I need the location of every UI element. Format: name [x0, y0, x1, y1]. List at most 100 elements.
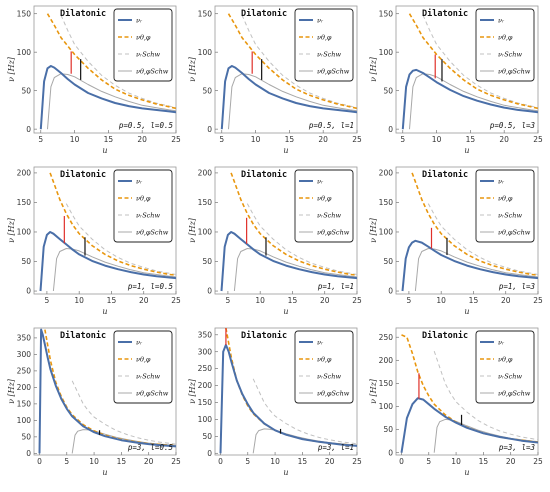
- y-tick-label: 50: [21, 432, 31, 441]
- x-tick-label: 5: [38, 135, 43, 144]
- y-tick-label: 100: [379, 402, 394, 411]
- params-label: p=1, l=3: [499, 282, 536, 291]
- chart-panel-1-2: 5 10 15 20 25 0 50 100 150 200 u ν [Hz] Dilatonic p=1…: [369, 166, 543, 316]
- y-axis-label: ν [Hz]: [369, 56, 378, 82]
- series-line-3: [233, 248, 357, 292]
- legend-entry: νᵣ: [317, 339, 324, 347]
- series-line-1: [227, 13, 357, 110]
- y-tick-label: 150: [17, 9, 32, 18]
- x-tick-label: 20: [506, 457, 516, 466]
- x-axis-label: u: [102, 307, 107, 316]
- series-line-1: [411, 172, 538, 276]
- x-tick-label: 10: [451, 457, 461, 466]
- y-tick-label: 100: [198, 228, 213, 237]
- plot-frame: [395, 327, 539, 456]
- y-tick-label: 150: [17, 198, 32, 207]
- y-tick-label: 50: [383, 425, 393, 434]
- legend-entry: νθ,φ: [317, 356, 332, 364]
- y-tick-label: 200: [198, 169, 213, 178]
- x-axis-label: u: [102, 468, 107, 477]
- y-tick-label: 100: [17, 228, 32, 237]
- x-axis-label: u: [464, 468, 469, 477]
- y-tick-label: 0: [26, 125, 31, 134]
- series-line-0: [400, 397, 538, 453]
- series-line-2: [427, 203, 538, 275]
- series-line-1: [401, 334, 538, 443]
- plot-area: [400, 334, 538, 453]
- params-label: p=3, l=3: [499, 443, 536, 452]
- legend: νᵣ νθ,φ νᵣSchw νθ,φSchw: [475, 330, 535, 404]
- x-tick-label: 25: [171, 457, 181, 466]
- legend: νᵣ νθ,φ νᵣSchw νθ,φSchw: [475, 8, 535, 82]
- series-line-2: [246, 203, 357, 275]
- chart-panel-1-0: 5 10 15 20 25 0 50 100 150 200 u ν [Hz] Dilatonic p=1…: [7, 166, 181, 316]
- series-line-0: [220, 231, 357, 292]
- y-tick-label: 50: [383, 257, 393, 266]
- legend-entry: νᵣ: [498, 17, 505, 25]
- plot-area: [401, 13, 538, 130]
- legend-entry: νθ,φ: [498, 34, 513, 42]
- series-line-3: [228, 73, 357, 130]
- x-tick-label: 20: [144, 457, 154, 466]
- x-tick-label: 20: [139, 296, 149, 305]
- x-tick-label: 5: [407, 296, 412, 305]
- y-tick-label: 50: [21, 257, 31, 266]
- legend-entry: νᵣ: [498, 339, 505, 347]
- x-tick-label: 15: [285, 135, 295, 144]
- plot-area: [39, 172, 176, 292]
- legend-entry: νᵣSchw: [317, 373, 341, 381]
- legend-entry: νθ,φ: [317, 34, 332, 42]
- params-label: p=1, l=0.5: [128, 282, 174, 291]
- x-tick-label: 10: [270, 457, 280, 466]
- x-tick-label: 5: [400, 135, 405, 144]
- legend-entry: νθ,φSchw: [317, 68, 350, 76]
- panel-label: Dilatonic: [422, 169, 468, 180]
- series-line-3: [409, 73, 538, 130]
- x-tick-label: 5: [64, 457, 69, 466]
- y-axis-label: ν [Hz]: [7, 56, 16, 82]
- legend: νᵣ νθ,φ νᵣSchw νθ,φSchw: [113, 330, 173, 404]
- legend-entry: νθ,φ: [498, 195, 513, 203]
- y-axis-label: ν [Hz]: [188, 217, 197, 243]
- y-tick-label: 350: [198, 330, 213, 339]
- y-tick-label: 150: [198, 398, 213, 407]
- y-tick-label: 350: [17, 333, 32, 342]
- series-line-3: [52, 248, 176, 292]
- chart-panel-0-2: 5 10 15 20 25 0 50 100 150 u ν [Hz] Dilatonic p=0.5,…: [369, 5, 543, 155]
- x-tick-label: 5: [226, 296, 231, 305]
- series-line-1: [230, 172, 357, 276]
- panel-label: Dilatonic: [241, 330, 287, 341]
- x-tick-label: 25: [171, 135, 181, 144]
- legend-entry: νθ,φ: [136, 195, 151, 203]
- legend-entry: νθ,φSchw: [498, 68, 531, 76]
- params-label: p=3, l=1: [318, 443, 354, 452]
- y-tick-label: 0: [388, 287, 393, 296]
- legend-box: [475, 8, 535, 82]
- legend-entry: νθ,φ: [136, 356, 151, 364]
- y-tick-label: 50: [21, 86, 31, 95]
- y-tick-label: 250: [379, 333, 394, 342]
- plot-area: [39, 13, 176, 130]
- x-tick-label: 20: [320, 296, 330, 305]
- legend-box: [475, 330, 535, 404]
- x-tick-label: 15: [298, 457, 308, 466]
- legend-entry: νᵣ: [498, 178, 505, 186]
- y-tick-label: 200: [379, 356, 394, 365]
- legend-entry: νθ,φSchw: [498, 390, 531, 398]
- series-line-0: [38, 328, 176, 454]
- y-tick-label: 0: [207, 125, 212, 134]
- legend-entry: νᵣSchw: [136, 373, 160, 381]
- x-tick-label: 10: [432, 135, 442, 144]
- params-label: p=0.5, l=1: [309, 121, 354, 130]
- legend-box: [113, 8, 173, 82]
- legend: νᵣ νθ,φ νᵣSchw νθ,φSchw: [294, 169, 354, 243]
- y-tick-label: 150: [379, 9, 394, 18]
- legend-entry: νᵣSchw: [498, 51, 522, 59]
- legend-entry: νθ,φSchw: [317, 229, 350, 237]
- x-axis-label: u: [464, 146, 469, 155]
- series-line-0: [401, 68, 538, 130]
- x-tick-label: 15: [479, 457, 489, 466]
- legend-entry: νᵣ: [136, 17, 143, 25]
- y-tick-label: 0: [388, 125, 393, 134]
